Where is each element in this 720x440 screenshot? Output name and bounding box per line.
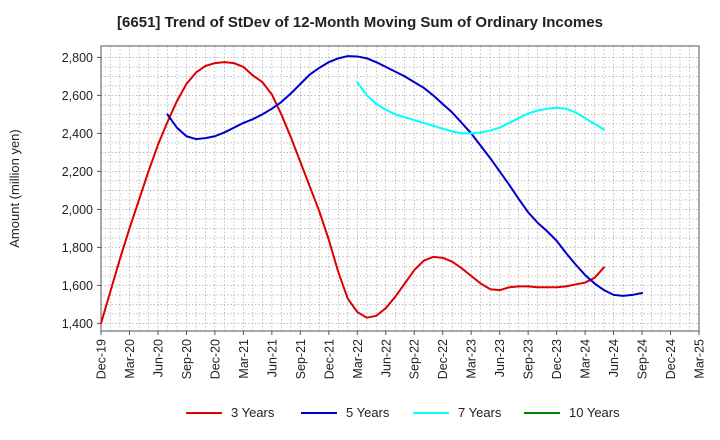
x-tick-label: Dec-23 — [550, 339, 564, 379]
x-tick-label: Mar-20 — [123, 339, 137, 379]
y-tick-label: 1,600 — [62, 279, 93, 293]
legend-swatch — [524, 411, 560, 414]
y-tick-label: 2,400 — [62, 127, 93, 141]
legend-item-7-years: 7 Years — [413, 405, 501, 420]
x-tick-label: Dec-19 — [95, 339, 109, 379]
legend-swatch — [413, 411, 449, 414]
x-tick-label: Sep-24 — [636, 339, 650, 379]
plot-area — [100, 45, 700, 332]
x-tick-label: Sep-20 — [180, 339, 194, 379]
y-tick-label: 1,800 — [62, 241, 93, 255]
x-tick-label: Mar-25 — [693, 339, 707, 379]
legend-label: 3 Years — [231, 405, 275, 420]
grid-lines — [100, 46, 700, 331]
legend-swatch — [186, 411, 222, 414]
legend-swatch — [301, 411, 337, 414]
legend-label: 5 Years — [346, 405, 390, 420]
series-line-3-years — [100, 61, 606, 325]
legend-item-5-years: 5 Years — [301, 405, 389, 420]
series-line-7-years — [356, 81, 606, 135]
x-tick-label: Sep-22 — [408, 339, 422, 379]
y-tick-label: 2,800 — [62, 51, 93, 65]
x-axis-tick-labels: Dec-19 Mar-20 Jun-20 Sep-20 Dec-20 Mar-21 Jun-… — [95, 331, 707, 379]
x-tick-label: Dec-24 — [664, 339, 678, 379]
x-tick-label: Dec-22 — [436, 339, 450, 379]
legend-label: 10 Years — [569, 405, 620, 420]
x-tick-label: Mar-21 — [237, 339, 251, 379]
x-tick-label: Mar-24 — [579, 339, 593, 379]
y-tick-label: 2,600 — [62, 89, 93, 103]
y-tick-label: 1,400 — [62, 317, 93, 331]
y-tick-label: 2,200 — [62, 165, 93, 179]
chart-title: [6651] Trend of StDev of 12-Month Moving… — [117, 14, 603, 31]
legend-item-3-years: 3 Years — [186, 405, 274, 420]
y-axis-label: Amount (million yen) — [7, 129, 22, 248]
y-tick-label: 2,000 — [62, 203, 93, 217]
series-lines — [100, 55, 644, 325]
x-tick-label: Jun-22 — [379, 339, 393, 377]
x-tick-label: Mar-23 — [465, 339, 479, 379]
x-tick-label: Jun-20 — [151, 339, 165, 377]
x-tick-label: Sep-21 — [294, 339, 308, 379]
legend-item-10-years: 10 Years — [524, 405, 620, 420]
series-line-5-years — [166, 55, 644, 297]
x-tick-label: Jun-21 — [265, 339, 279, 377]
x-tick-label: Mar-22 — [351, 339, 365, 379]
y-axis-tick-labels: 1,400 1,600 1,800 2,000 2,200 2,400 2,600 2,800 — [62, 51, 101, 331]
x-tick-label: Jun-23 — [493, 339, 507, 377]
legend: 3 Years 5 Years 7 Years 10 Years — [0, 405, 720, 425]
x-tick-label: Dec-20 — [208, 339, 222, 379]
legend-label: 7 Years — [458, 405, 502, 420]
x-tick-label: Jun-24 — [607, 339, 621, 377]
x-tick-label: Sep-23 — [522, 339, 536, 379]
x-tick-label: Dec-21 — [322, 339, 336, 379]
